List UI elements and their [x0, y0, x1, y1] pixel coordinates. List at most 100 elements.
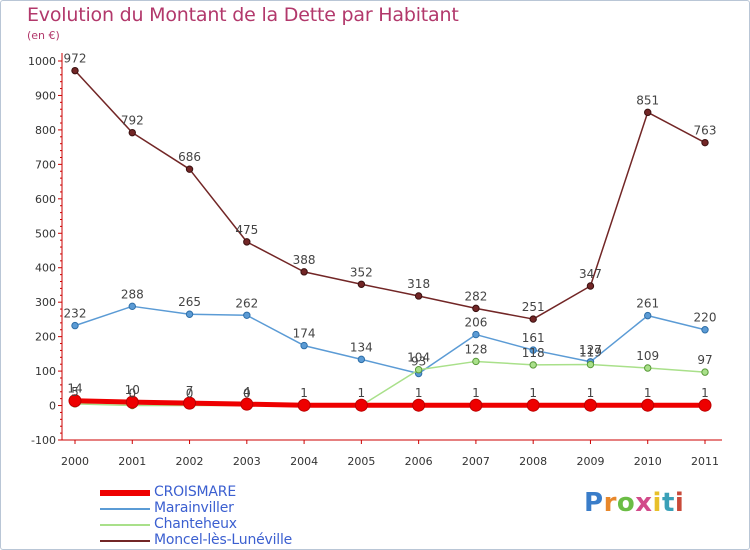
data-label: 282: [464, 289, 487, 303]
data-label: 134: [350, 340, 373, 354]
y-tick-label: 200: [35, 331, 56, 344]
data-label: 1: [644, 386, 652, 400]
x-tick-label: 2004: [290, 455, 318, 468]
data-label: 1: [415, 386, 423, 400]
data-point: [414, 366, 423, 374]
data-point: [586, 282, 595, 290]
data-point: [529, 346, 537, 354]
y-tick-label: 900: [35, 89, 56, 102]
data-label: 174: [293, 327, 316, 341]
data-label: 0: [128, 387, 136, 401]
data-point: [297, 398, 311, 412]
legend-item: Marainviller: [100, 500, 340, 517]
data-label: 97: [697, 353, 712, 367]
data-point: [701, 368, 709, 376]
y-tick-label: 0: [49, 400, 56, 413]
data-point: [586, 360, 595, 369]
data-point: [243, 238, 251, 246]
y-tick-label: 700: [35, 158, 56, 171]
data-label: 347: [579, 267, 602, 281]
data-label: 686: [178, 150, 201, 164]
legend-label: Chanteheux: [154, 516, 237, 532]
x-tick-label: 2003: [233, 455, 261, 468]
data-label: 5: [71, 385, 79, 399]
data-point: [644, 364, 652, 372]
data-point: [71, 66, 79, 75]
data-point: [583, 398, 597, 412]
data-point: [526, 398, 540, 412]
x-tick-label: 2010: [634, 455, 662, 468]
data-label: 128: [464, 342, 487, 356]
data-label: 972: [64, 52, 87, 66]
data-label: 206: [464, 316, 487, 330]
series-line: [74, 70, 706, 320]
x-tick-label: 2009: [576, 455, 604, 468]
legend-item: Chanteheux: [100, 516, 340, 533]
data-label: 1: [358, 386, 366, 400]
x-tick-label: 2000: [61, 455, 89, 468]
data-label: 0: [186, 387, 194, 401]
data-point: [243, 311, 251, 319]
proxiti-logo: Proxiti: [584, 488, 684, 518]
data-point: [472, 357, 480, 366]
legend-swatch: [100, 508, 150, 510]
data-point: [240, 397, 254, 411]
data-label: 1: [701, 386, 709, 400]
data-point: [644, 108, 652, 117]
data-point: [125, 395, 139, 409]
data-point: [644, 311, 652, 320]
x-tick-label: 2005: [347, 455, 375, 468]
data-label: 388: [293, 253, 316, 267]
data-point: [300, 268, 308, 276]
legend-swatch: [100, 524, 150, 526]
logo-letter: P: [584, 488, 604, 518]
logo-letter: i: [652, 488, 662, 518]
data-point: [183, 396, 197, 410]
legend-swatch: [100, 540, 150, 542]
data-label: 265: [178, 295, 201, 309]
data-label: 93: [411, 355, 426, 369]
data-label: 109: [636, 349, 659, 363]
data-label: 792: [121, 114, 144, 128]
y-tick-label: 1000: [28, 55, 56, 68]
data-point: [71, 321, 79, 330]
data-point: [472, 304, 480, 313]
data-point: [414, 292, 423, 300]
legend-label: CROISMARE: [154, 484, 236, 500]
data-point: [701, 326, 709, 334]
series-line: [74, 305, 706, 375]
data-label: 119: [579, 346, 602, 360]
data-label: 352: [350, 265, 373, 279]
data-label: 318: [407, 277, 430, 291]
data-label: 4: [243, 385, 251, 399]
data-point: [472, 330, 480, 339]
legend-item: CROISMARE: [100, 484, 340, 501]
legend-swatch: [100, 490, 150, 496]
data-label: 288: [121, 287, 144, 301]
series-line: [74, 398, 705, 408]
data-label: 0: [243, 387, 251, 401]
x-tick-label: 2007: [462, 455, 490, 468]
data-point: [529, 315, 537, 323]
data-point: [185, 310, 194, 318]
legend-label: Marainviller: [154, 500, 234, 516]
data-point: [128, 128, 136, 137]
logo-letter: t: [661, 488, 675, 518]
y-tick-label: 400: [35, 262, 56, 275]
data-label: 161: [522, 331, 545, 345]
data-label: 14: [67, 382, 82, 396]
data-point: [68, 394, 82, 408]
data-label: 251: [522, 300, 545, 314]
data-label: 763: [694, 124, 717, 138]
data-point: [128, 302, 136, 311]
logo-letter: o: [616, 488, 636, 518]
chart-title: Evolution du Montant de la Dette par Hab…: [27, 4, 459, 26]
data-point: [300, 341, 308, 350]
x-tick-label: 2002: [176, 455, 204, 468]
x-tick-label: 2008: [519, 455, 547, 468]
data-label: 1: [300, 386, 308, 400]
y-tick-label: -100: [31, 434, 56, 447]
x-tick-label: 2006: [405, 455, 433, 468]
